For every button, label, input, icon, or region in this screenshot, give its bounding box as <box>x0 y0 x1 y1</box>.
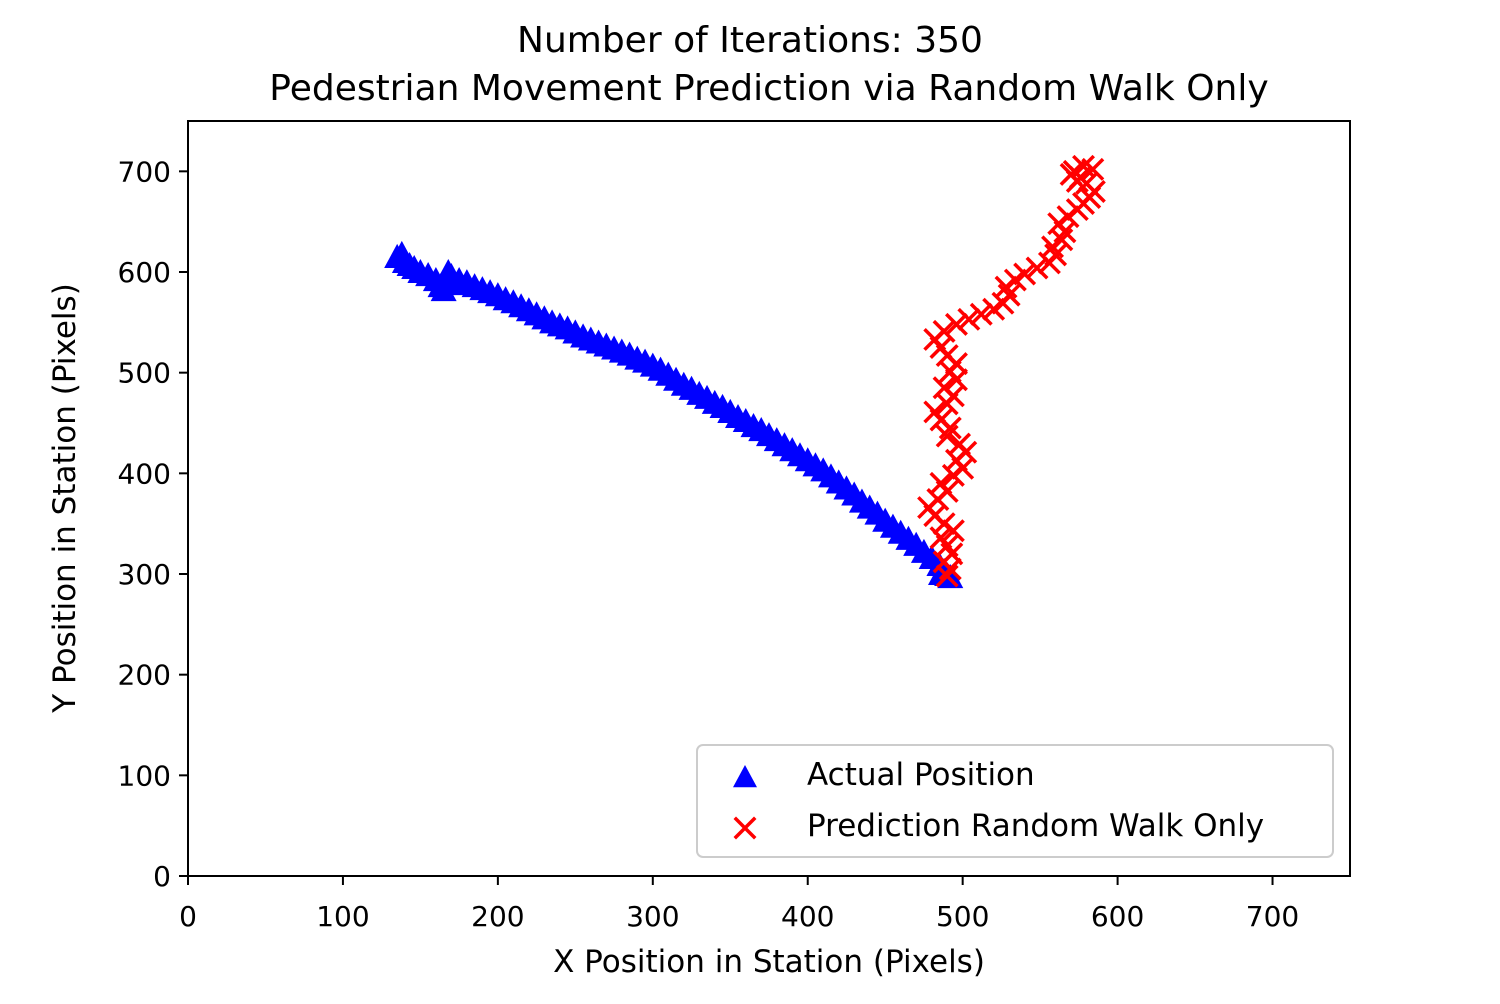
x-tick-label: 400 <box>781 900 834 933</box>
legend-marker <box>733 816 757 840</box>
y-axis: 0 100 200 300 400 500 600 700 <box>118 155 188 893</box>
y-tick-label: 600 <box>118 256 171 289</box>
data-point <box>948 432 972 456</box>
data-point <box>1059 162 1083 186</box>
y-axis-label: Y Position in Station (Pixels) <box>47 283 83 714</box>
x-tick-label: 700 <box>1246 900 1299 933</box>
y-tick-label: 300 <box>118 558 171 591</box>
data-point <box>923 400 947 424</box>
data-point <box>932 376 956 400</box>
data-point <box>969 302 993 326</box>
plot-frame <box>187 120 1351 877</box>
x-tick-label: 200 <box>471 900 524 933</box>
data-point <box>944 312 968 336</box>
series-actual-position <box>384 240 964 589</box>
series-prediction <box>917 154 1106 588</box>
legend-marker <box>733 765 757 788</box>
series-layer <box>384 154 1106 589</box>
data-point <box>927 561 954 586</box>
legend: Actual Position Prediction Random Walk On… <box>696 744 1334 858</box>
x-tick-label: 0 <box>179 900 197 933</box>
y-tick-label: 500 <box>118 357 171 390</box>
y-tick-label: 100 <box>118 759 171 792</box>
legend-box <box>696 744 1334 858</box>
data-point <box>957 307 981 331</box>
legend-label: Prediction Random Walk Only <box>807 808 1264 844</box>
data-point <box>1003 268 1027 292</box>
chart-subtitle: Pedestrian Movement Prediction via Rando… <box>269 68 1268 109</box>
y-tick-label: 200 <box>118 659 171 692</box>
data-point <box>929 471 953 495</box>
data-point <box>1025 256 1049 280</box>
y-tick-label: 0 <box>153 860 171 893</box>
data-point <box>1081 157 1105 181</box>
x-axis: 0 100 200 300 400 500 600 700 <box>179 876 1299 933</box>
y-tick-label: 400 <box>118 457 171 490</box>
y-tick-label: 700 <box>118 155 171 188</box>
data-point <box>932 319 956 343</box>
legend-label: Actual Position <box>807 757 1035 793</box>
chart-title: Number of Iterations: 350 <box>517 20 983 61</box>
data-point <box>430 277 457 302</box>
x-axis-label: X Position in Station (Pixels) <box>553 944 985 980</box>
x-tick-label: 500 <box>936 900 989 933</box>
x-tick-label: 600 <box>1091 900 1144 933</box>
data-point <box>1013 262 1037 286</box>
x-tick-label: 300 <box>626 900 679 933</box>
x-tick-label: 100 <box>316 900 369 933</box>
